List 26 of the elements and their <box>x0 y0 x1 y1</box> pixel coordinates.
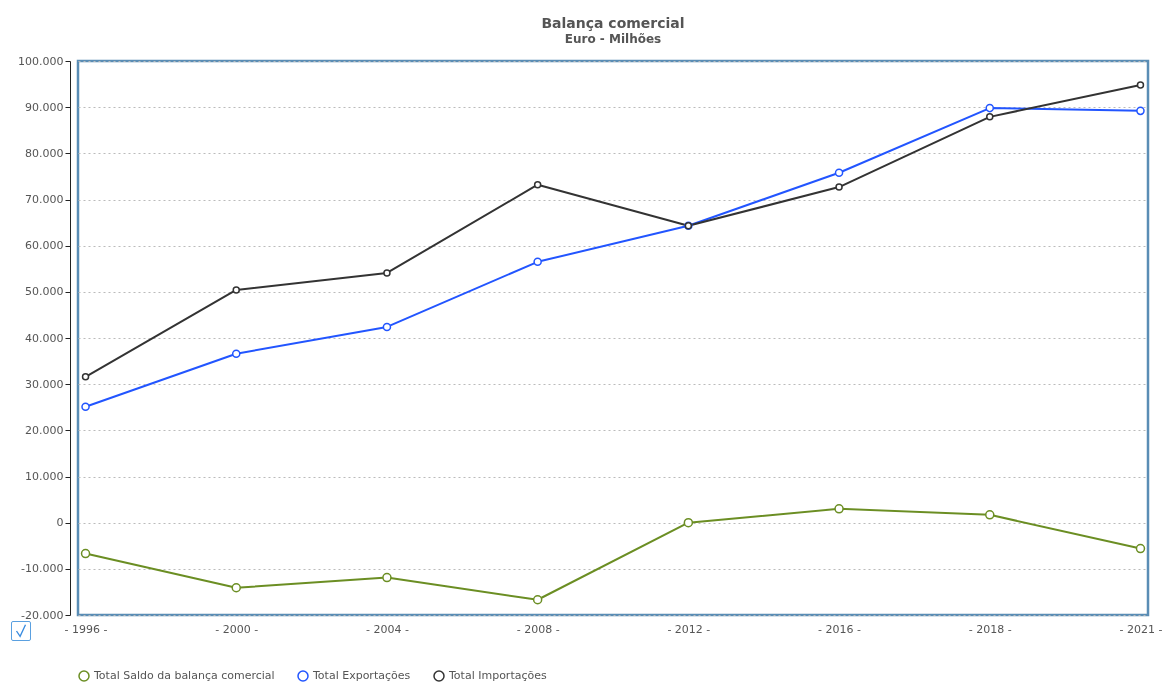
y-tick-label: 80.000 <box>25 146 64 160</box>
y-tick-label: 90.000 <box>25 100 64 114</box>
legend-label: Total Importações <box>448 669 547 682</box>
x-tick-label: - 2004 - <box>365 622 409 636</box>
x-tick-label: - 2021 - <box>1119 622 1163 636</box>
y-tick-label: 70.000 <box>25 193 64 206</box>
legend-label: Total Exportações <box>312 669 411 682</box>
y-tick-label: 60.000 <box>25 239 64 253</box>
y-tick-label: 20.000 <box>25 423 64 437</box>
x-tick-label: - 2008 - <box>516 622 560 636</box>
y-tick-label: 0 <box>56 516 64 530</box>
y-tick-label: 50.000 <box>25 285 64 299</box>
y-tick-label: -20.000 <box>21 608 64 622</box>
chart-title: Balança comercial <box>541 15 685 31</box>
y-tick-label: 10.000 <box>25 470 64 483</box>
x-tick-label: - 2016 - <box>818 622 862 636</box>
x-tick-label: - 2018 - <box>968 622 1012 636</box>
legend-label: Total Saldo da balança comercial <box>93 669 275 682</box>
x-tick-label: - 2000 - <box>215 622 259 636</box>
y-tick-label: -10.000 <box>21 562 64 576</box>
x-tick-label: - 1996 - <box>64 622 108 636</box>
y-tick-label: 30.000 <box>25 377 64 391</box>
x-tick-label: - 2012 - <box>667 622 711 636</box>
y-tick-label: 40.000 <box>25 331 64 345</box>
y-tick-label: 100.000 <box>18 54 64 68</box>
chart-subtitle: Euro - Milhões <box>564 32 662 46</box>
